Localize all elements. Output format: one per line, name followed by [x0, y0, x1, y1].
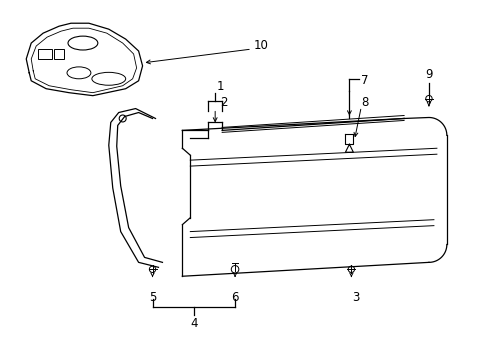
Text: 2: 2 — [220, 95, 227, 109]
Text: 4: 4 — [190, 317, 198, 330]
Text: 9: 9 — [425, 68, 432, 81]
Text: 6: 6 — [231, 291, 238, 304]
Text: 5: 5 — [148, 291, 156, 304]
Text: 3: 3 — [351, 291, 358, 304]
Text: 10: 10 — [253, 39, 268, 51]
Text: 7: 7 — [361, 74, 368, 87]
Text: 1: 1 — [216, 80, 224, 93]
Bar — [38, 49, 52, 59]
Text: 8: 8 — [361, 96, 368, 109]
Bar — [54, 49, 64, 59]
